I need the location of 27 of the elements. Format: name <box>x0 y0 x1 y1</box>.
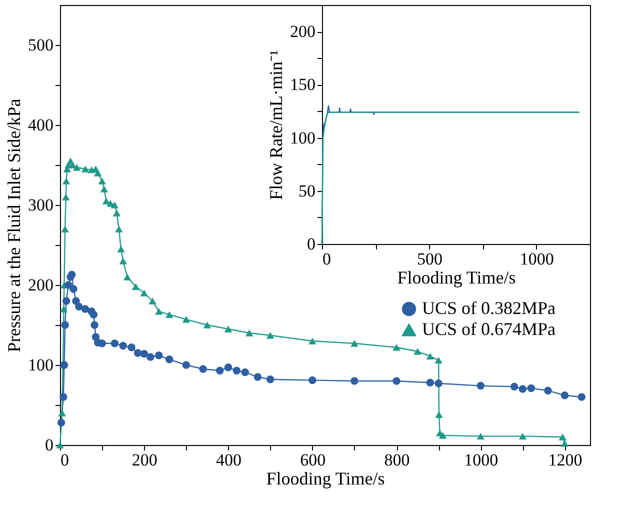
x-tick-label: 400 <box>216 450 242 470</box>
y-tick-label: 100 <box>290 128 316 148</box>
y-tick-label: 200 <box>28 276 54 294</box>
y-tick-label: 500 <box>28 36 54 54</box>
x-tick-label: 500 <box>416 250 442 268</box>
y-axis-title: Pressure at the Fluid Inlet Side/kPa <box>4 98 24 352</box>
y-tick-label: 0 <box>45 436 54 454</box>
legend-label: UCS of 0.382MPa <box>422 298 556 318</box>
x-tick-label: 200 <box>132 450 158 470</box>
x-tick-label: 1000 <box>520 250 554 268</box>
y-tick-label: 200 <box>290 22 316 42</box>
y-tick-label: 150 <box>290 75 316 94</box>
y-axis-title: Flow Rate/mL·min⁻¹ <box>266 50 286 200</box>
y-tick-label: 100 <box>28 356 54 374</box>
x-tick-label: 0 <box>60 450 69 470</box>
y-tick-label: 300 <box>28 196 54 214</box>
y-tick-label: 50 <box>298 181 316 200</box>
x-tick-label: 1200 <box>548 450 582 470</box>
x-axis-title: Flooding Time/s <box>266 468 385 488</box>
x-tick-label: 800 <box>384 450 410 470</box>
y-tick-label: 0 <box>307 234 316 254</box>
x-axis-title: Flooding Time/s <box>397 268 516 288</box>
x-tick-label: 0 <box>322 250 331 268</box>
x-tick-label: 600 <box>300 450 326 470</box>
legend-label: UCS of 0.674MPa <box>422 319 556 339</box>
x-tick-label: 1000 <box>464 450 498 470</box>
y-tick-label: 400 <box>28 116 54 134</box>
